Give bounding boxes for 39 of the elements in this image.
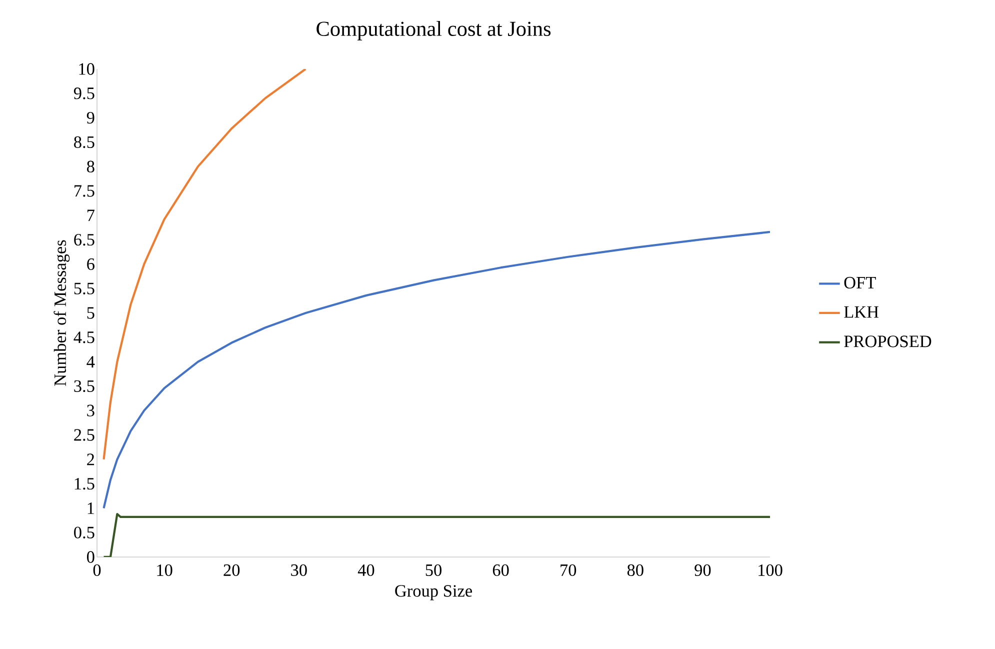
- x-tick-label: 10: [157, 564, 172, 576]
- line-series: [102, 230, 770, 510]
- x-tick-label: 40: [358, 564, 374, 576]
- y-tick-label: 3: [87, 404, 94, 416]
- x-tick-label: 60: [492, 564, 509, 576]
- y-tick-label: 0: [87, 551, 94, 563]
- y-tick-label: 5.5: [74, 282, 94, 294]
- y-tick-label: 7: [87, 210, 94, 222]
- y-tick-label: 3.5: [74, 380, 94, 392]
- y-axis-title: Number of Messages: [54, 240, 70, 386]
- chart-title: Computational cost at Joins: [316, 21, 551, 40]
- x-tick-label: 80: [627, 564, 644, 576]
- legend-label: PROPOSED: [844, 336, 932, 348]
- x-tick-label: 100: [758, 564, 782, 576]
- line-series: [102, 68, 307, 460]
- y-tick-label: 1.5: [74, 478, 94, 490]
- x-tick-label: 90: [694, 564, 711, 576]
- x-axis-title: Group Size: [395, 585, 472, 600]
- y-tick-label: 8.5: [74, 136, 94, 148]
- y-tick-label: 6: [87, 258, 94, 270]
- y-tick-label: 8: [87, 160, 94, 172]
- y-tick-label: 7.5: [74, 185, 94, 197]
- legend-label: OFT: [844, 276, 876, 289]
- y-tick-label: 2: [87, 454, 94, 466]
- y-tick-label: 9.5: [74, 88, 94, 100]
- y-tick-label: 4.5: [74, 332, 94, 344]
- legend-label: LKH: [844, 306, 879, 318]
- y-tick-label: 1: [88, 502, 94, 514]
- y-tick-label: 10: [79, 63, 94, 75]
- x-tick-label: 20: [224, 564, 240, 576]
- x-tick-label: 30: [291, 564, 307, 576]
- x-tick-label: 50: [426, 564, 442, 576]
- x-tick-label: 70: [560, 564, 576, 576]
- y-tick-label: 5: [87, 307, 94, 319]
- y-tick-label: 6.5: [74, 234, 94, 246]
- y-tick-label: 9: [86, 112, 94, 124]
- y-tick-label: 4: [86, 356, 95, 368]
- y-tick-label: 2.5: [74, 429, 94, 441]
- y-tick-label: 0.5: [74, 526, 94, 538]
